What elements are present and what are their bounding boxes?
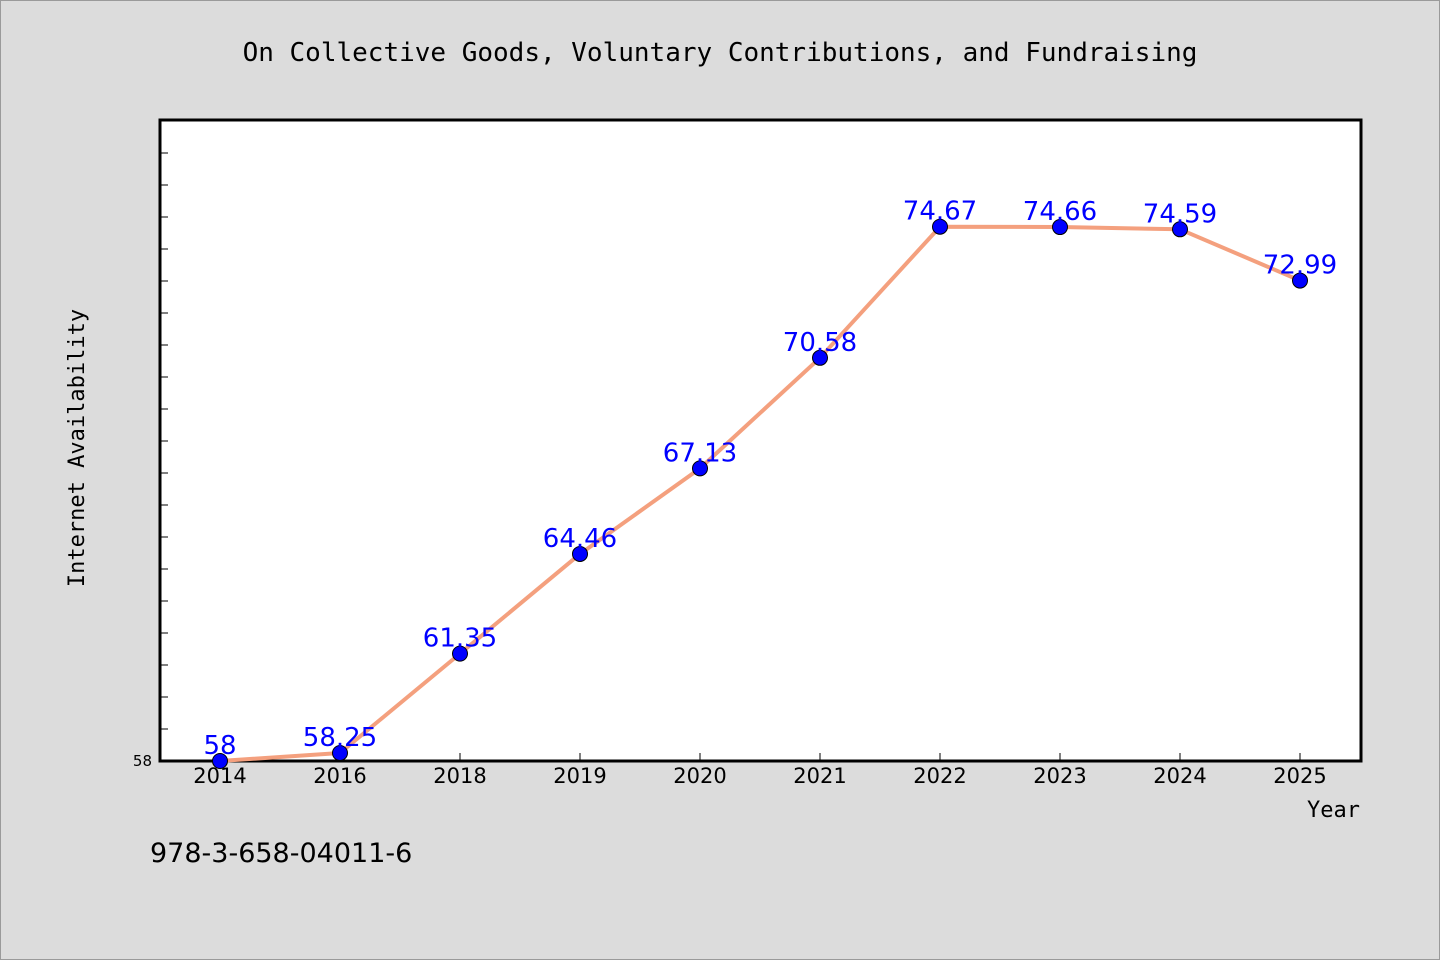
- isbn-text: 978-3-658-04011-6: [150, 838, 412, 869]
- data-label: 58.25: [303, 723, 377, 753]
- x-tick-label: 2023: [1033, 764, 1086, 788]
- x-tick-label: 2021: [793, 764, 846, 788]
- x-axis-label: Year: [1307, 798, 1360, 823]
- chart-title: On Collective Goods, Voluntary Contribut…: [243, 38, 1198, 68]
- data-point: [452, 645, 468, 662]
- data-label: 67.13: [663, 438, 737, 468]
- data-point: [332, 744, 348, 761]
- x-tick-label: 2024: [1153, 764, 1206, 788]
- data-label: 74.67: [903, 197, 977, 227]
- data-label: 58: [203, 731, 236, 761]
- x-tick-label: 2018: [433, 764, 486, 788]
- x-tick-label: 2016: [313, 764, 366, 788]
- data-label: 72.99: [1263, 251, 1337, 281]
- data-point: [1292, 272, 1308, 289]
- x-tick-label: 2020: [673, 764, 726, 788]
- data-label: 64.46: [543, 524, 617, 554]
- data-point: [1052, 219, 1068, 236]
- x-tick-label: 2019: [553, 764, 606, 788]
- data-point: [1172, 221, 1188, 238]
- series-markers: [212, 218, 1308, 769]
- data-point: [572, 545, 588, 562]
- y-axis-ticks: [160, 152, 168, 730]
- data-label: 74.59: [1143, 199, 1217, 229]
- x-tick-labels: 2014 2016 2018 2019 2020 2021 2022 2023 2024 2025: [193, 764, 1326, 788]
- y-axis-label: Internet Availability: [65, 309, 90, 587]
- series-line: [219, 224, 1301, 763]
- data-point: [212, 753, 228, 769]
- data-label: 74.66: [1023, 197, 1097, 227]
- data-point: [812, 349, 828, 366]
- y-tick-label: 58: [133, 752, 152, 770]
- data-label: 70.58: [783, 328, 857, 358]
- x-tick-label: 2022: [913, 764, 966, 788]
- data-label: 61.35: [423, 624, 497, 654]
- x-tick-label: 2025: [1273, 764, 1326, 788]
- data-labels: 58 58.25 61.35 64.46 67.13 70.58 74.67 74.66 74.…: [203, 197, 1337, 761]
- plot-area: [158, 118, 1363, 763]
- data-point: [692, 460, 708, 477]
- data-point: [932, 218, 948, 235]
